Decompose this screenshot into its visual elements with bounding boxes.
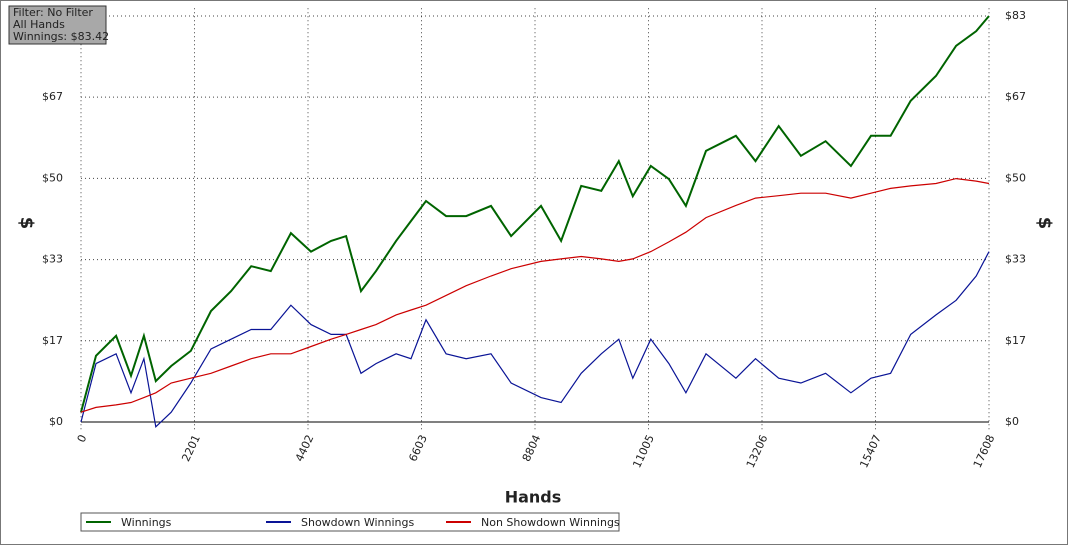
x-tick-label: 15407 [857, 433, 884, 470]
x-tick-label: 6603 [406, 433, 430, 464]
x-tick-label: 2201 [179, 433, 203, 464]
info-line: Filter: No Filter [13, 6, 93, 19]
y2-tick-label: $50 [1005, 171, 1026, 184]
y-tick-label: $50 [42, 171, 63, 184]
y-axis-label: $ [16, 217, 37, 230]
x-axis-label: Hands [505, 488, 562, 507]
series-line [80, 177, 990, 413]
x-tick-label: 4402 [293, 433, 317, 464]
x-tick-label: 17608 [971, 433, 998, 470]
info-line: Winnings: $83.42 [13, 30, 109, 43]
x-tick-label: 8804 [520, 433, 544, 464]
info-box-bg [8, 5, 107, 45]
legend-box [80, 512, 620, 532]
info-line: All Hands [13, 18, 65, 31]
series-line [80, 251, 990, 429]
y-tick-label: $33 [42, 253, 63, 266]
x-tick-label: 11005 [630, 433, 657, 470]
y2-tick-label: $67 [1005, 90, 1026, 103]
y2-tick-label: $33 [1005, 253, 1026, 266]
legend-label: Non Showdown Winnings [481, 516, 620, 529]
x-tick-label: 0 [75, 433, 90, 445]
y-tick-label: $0 [49, 415, 63, 428]
y-tick-label: $17 [42, 334, 63, 347]
legend-label: Winnings [121, 516, 172, 529]
y2-tick-label: $83 [1005, 9, 1026, 22]
legend-label: Showdown Winnings [301, 516, 415, 529]
y2-tick-label: $17 [1005, 334, 1026, 347]
y2-tick-label: $0 [1005, 415, 1019, 428]
legend: Winnings Showdown Winnings Non Showdown Wi… [80, 512, 620, 532]
y-tick-label: $67 [42, 90, 63, 103]
x-tick-label: 13206 [744, 433, 771, 470]
series-line [80, 15, 990, 413]
y2-axis-label: $ [1034, 217, 1055, 230]
